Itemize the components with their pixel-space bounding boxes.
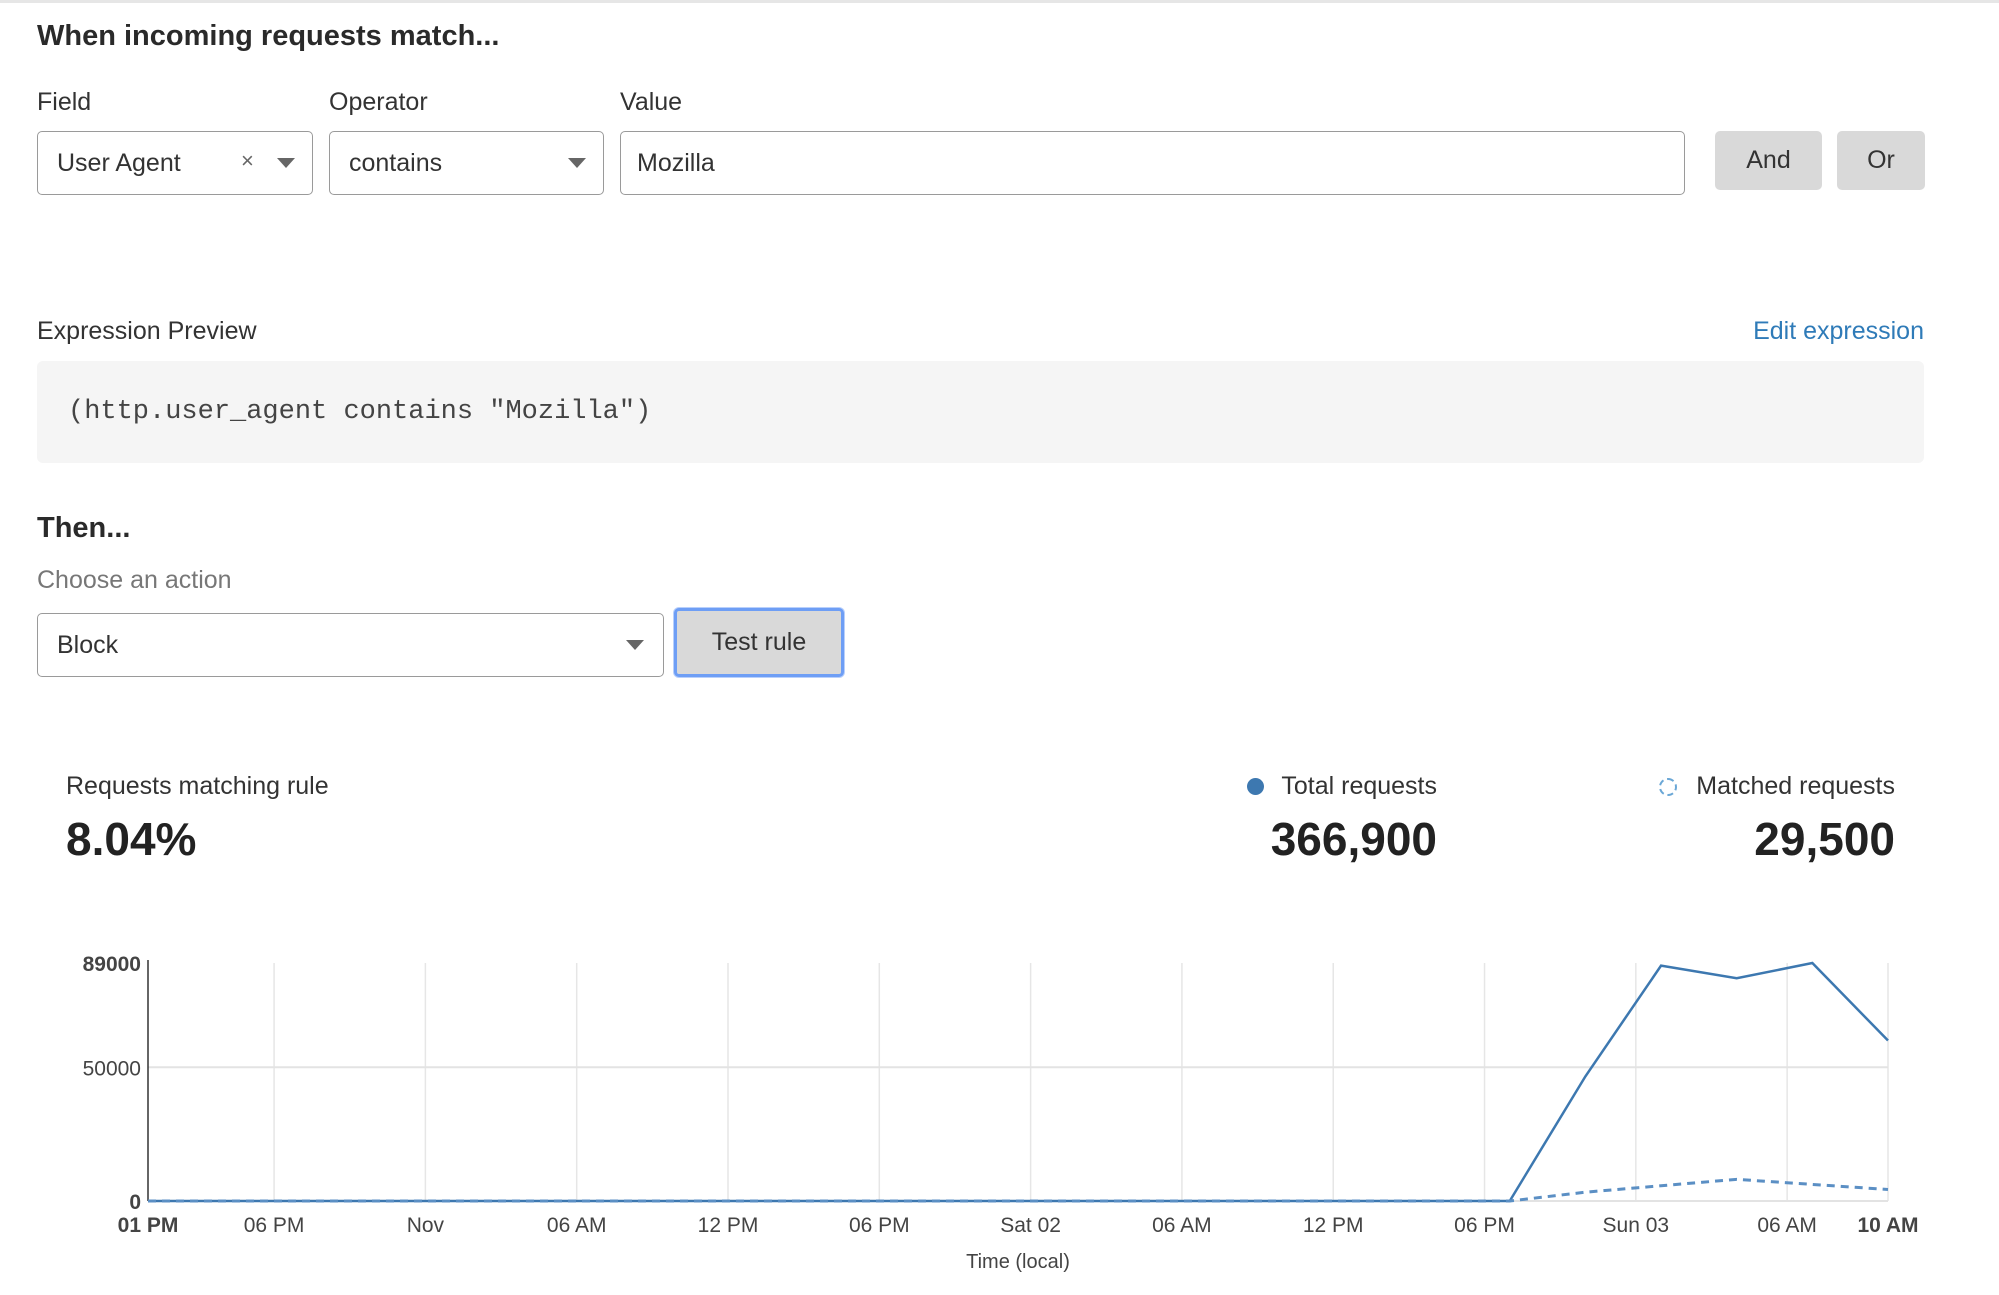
action-select[interactable]: Block bbox=[37, 613, 664, 677]
clear-icon[interactable]: × bbox=[241, 148, 254, 173]
matched-dot-icon bbox=[1659, 777, 1678, 796]
value-input-text: Mozilla bbox=[637, 148, 715, 177]
total-dot-icon bbox=[1247, 778, 1265, 795]
legend-total: Total requests bbox=[1247, 772, 1437, 801]
choose-action-label: Choose an action bbox=[37, 566, 232, 594]
x-tick-label: 06 AM bbox=[1152, 1214, 1212, 1237]
total-requests-line bbox=[148, 961, 1889, 1203]
x-axis-label: Time (local) bbox=[966, 1251, 1070, 1273]
edit-expression-link[interactable]: Edit expression bbox=[1753, 317, 1924, 345]
or-button[interactable]: Or bbox=[1837, 131, 1925, 190]
expression-preview: (http.user_agent contains "Mozilla") bbox=[37, 361, 1924, 463]
then-heading: Then... bbox=[37, 512, 131, 544]
x-tick-label: 10 AM bbox=[1857, 1214, 1918, 1237]
field-select[interactable]: User Agent × bbox=[37, 131, 313, 195]
chevron-down-icon bbox=[568, 158, 586, 168]
top-divider bbox=[0, 0, 1999, 3]
chevron-down-icon[interactable] bbox=[277, 158, 295, 168]
x-tick-label: 06 PM bbox=[244, 1214, 305, 1237]
field-label: Field bbox=[37, 88, 92, 116]
x-tick-label: 06 PM bbox=[849, 1214, 910, 1237]
test-rule-button[interactable]: Test rule bbox=[674, 608, 844, 677]
and-button[interactable]: And bbox=[1715, 131, 1822, 190]
total-value: 366,900 bbox=[1270, 813, 1437, 865]
x-tick-label: Sun 03 bbox=[1603, 1214, 1670, 1237]
operator-select[interactable]: contains bbox=[329, 131, 604, 195]
requests-chart: 01 PM 06 PM Nov 06 AM 12 PM 06 PM Sat 02 06 AM 1… bbox=[83, 953, 1919, 1273]
match-heading: When incoming requests match... bbox=[37, 20, 500, 52]
expression-preview-label: Expression Preview bbox=[37, 317, 257, 345]
x-tick-label: Sat 02 bbox=[1000, 1214, 1061, 1237]
value-label: Value bbox=[620, 88, 683, 116]
y-tick-label: 50000 bbox=[83, 1057, 141, 1080]
action-select-value: Block bbox=[57, 630, 119, 659]
x-tick-label: 06 AM bbox=[1757, 1214, 1817, 1237]
x-tick-label: 12 PM bbox=[698, 1214, 759, 1237]
x-tick-label: 12 PM bbox=[1303, 1214, 1364, 1237]
matching-rule-label: Requests matching rule bbox=[66, 772, 329, 800]
expression-code: (http.user_agent contains "Mozilla") bbox=[68, 397, 652, 427]
matched-requests-line bbox=[148, 1177, 1889, 1203]
x-tick-label: 06 AM bbox=[547, 1214, 607, 1237]
matched-label: Matched requests bbox=[1696, 772, 1895, 800]
operator-label: Operator bbox=[329, 88, 428, 116]
field-select-value: User Agent bbox=[57, 148, 181, 177]
legend-matched: Matched requests bbox=[1659, 772, 1895, 801]
y-tick-label: 0 bbox=[129, 1191, 141, 1214]
matched-value: 29,500 bbox=[1754, 813, 1895, 865]
matching-rule-value: 8.04% bbox=[66, 813, 197, 865]
operator-select-value: contains bbox=[349, 148, 443, 177]
chevron-down-icon bbox=[626, 640, 644, 650]
value-input[interactable]: Mozilla bbox=[620, 131, 1685, 195]
total-label: Total requests bbox=[1281, 772, 1437, 800]
x-tick-label: Nov bbox=[407, 1214, 445, 1237]
x-tick-label: 06 PM bbox=[1454, 1214, 1515, 1237]
y-tick-label: 89000 bbox=[83, 953, 141, 976]
x-tick-label: 01 PM bbox=[118, 1214, 179, 1237]
